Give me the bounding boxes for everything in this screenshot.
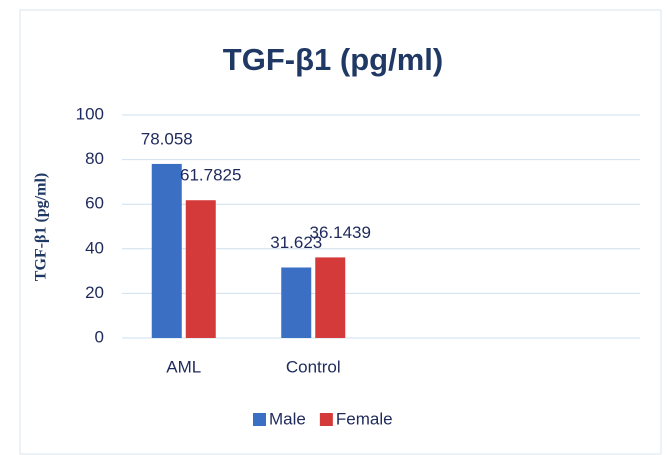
x-tick-label: Control — [286, 357, 341, 376]
value-label: 61.7825 — [180, 166, 241, 185]
y-axis-label: TGF-β1 (pg/ml) — [33, 173, 50, 281]
chart-frame — [19, 9, 662, 455]
y-tick-label: 40 — [85, 238, 104, 257]
y-tick-label: 60 — [85, 194, 104, 213]
bar — [151, 163, 182, 338]
y-tick-label: 20 — [85, 283, 104, 302]
legend-swatch — [319, 413, 333, 426]
y-tick-label: 0 — [95, 327, 104, 346]
x-tick-label: AML — [166, 357, 201, 376]
value-label: 78.058 — [141, 129, 193, 148]
y-tick-label: 80 — [85, 149, 104, 168]
chart-title: TGF-β1 (pg/ml) — [223, 42, 443, 77]
legend-label: Male — [269, 409, 306, 428]
bar — [281, 267, 312, 338]
legend-label: Female — [336, 409, 393, 428]
value-label: 36.1439 — [310, 223, 371, 242]
y-tick-label: 100 — [76, 104, 104, 123]
legend-swatch — [253, 413, 266, 426]
bar — [315, 257, 346, 338]
value-label: 31.623 — [270, 233, 322, 252]
bar — [185, 200, 216, 338]
